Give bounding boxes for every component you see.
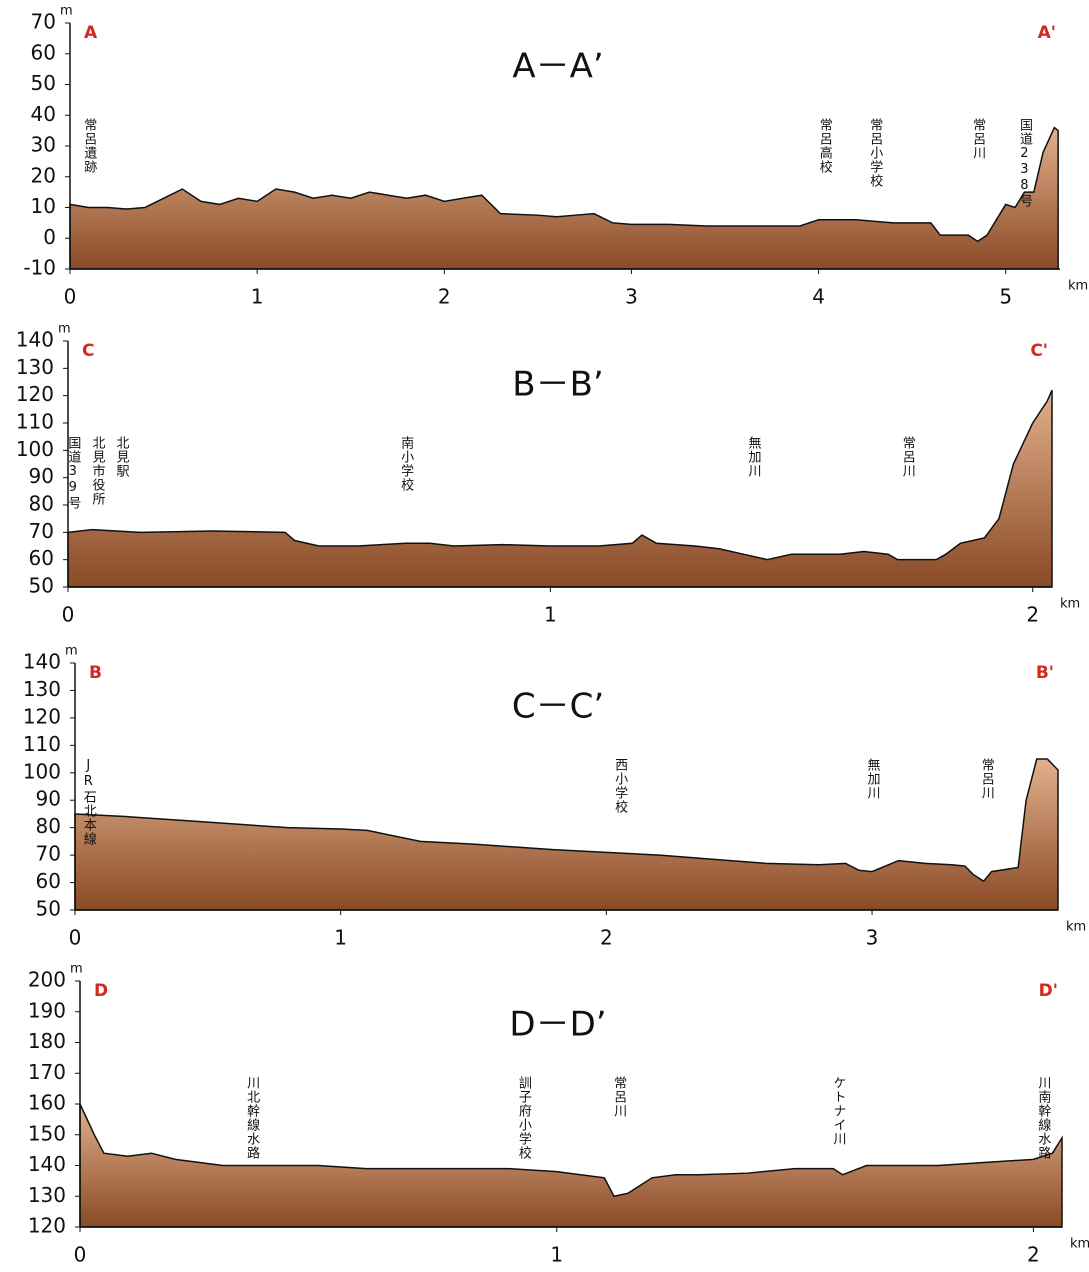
annotation: 常呂川 — [979, 758, 995, 800]
annotation: JR石北本線 — [81, 758, 97, 846]
y-tick-label: 30 — [31, 133, 56, 157]
y-tick-label: 70 — [31, 10, 56, 34]
y-tick-label: 60 — [29, 546, 54, 570]
y-tick-label: 180 — [28, 1029, 66, 1053]
annotation: 訓子府小学校 — [516, 1075, 532, 1160]
x-tick-label: 0 — [69, 926, 82, 950]
y-tick-label: 130 — [23, 677, 61, 701]
annotation: 常呂川 — [970, 118, 986, 160]
terrain-area — [80, 1104, 1062, 1227]
x-tick-label: 1 — [550, 1243, 563, 1267]
y-tick-label: 160 — [28, 1091, 66, 1115]
y-tick-label: 50 — [31, 71, 56, 95]
y-tick-label: 20 — [31, 163, 56, 187]
x-tick-label: 0 — [62, 603, 75, 627]
y-tick-label: 90 — [36, 787, 61, 811]
x-tick-label: 3 — [866, 926, 879, 950]
x-tick-label: 2 — [1027, 1243, 1040, 1267]
y-unit: m — [60, 4, 73, 19]
y-tick-label: 80 — [29, 492, 54, 516]
corner-label: D — [94, 981, 108, 1001]
annotation: 常呂高校 — [817, 118, 833, 174]
terrain-area — [68, 390, 1052, 587]
x-tick-label: 1 — [251, 285, 264, 309]
y-tick-label: 120 — [23, 704, 61, 728]
annotation: ケトナイ川 — [830, 1076, 846, 1146]
y-unit: m — [65, 644, 78, 659]
y-tick-label: 70 — [29, 519, 54, 543]
annotation: 無加川 — [865, 758, 881, 800]
y-tick-label: 50 — [36, 897, 61, 921]
corner-label: A — [84, 23, 98, 43]
y-unit: m — [58, 322, 71, 337]
y-tick-label: 150 — [28, 1121, 66, 1145]
x-unit: km — [1070, 1237, 1089, 1252]
annotation: 常呂川 — [611, 1076, 627, 1118]
y-tick-label: 90 — [29, 464, 54, 488]
x-tick-label: 0 — [64, 285, 77, 309]
corner-label: B' — [1036, 663, 1054, 683]
y-unit: m — [70, 962, 83, 977]
y-tick-label: 120 — [16, 382, 54, 406]
y-tick-label: 50 — [29, 574, 54, 598]
y-tick-label: -10 — [23, 256, 56, 280]
y-tick-label: 170 — [28, 1060, 66, 1084]
chart-title: C－C’ — [512, 687, 604, 727]
corner-label: C' — [1030, 341, 1048, 361]
y-tick-label: 70 — [36, 842, 61, 866]
annotation: 北見駅 — [114, 436, 130, 478]
x-tick-label: 4 — [812, 285, 825, 309]
annotation: 南小学校 — [398, 435, 414, 492]
y-tick-label: 130 — [16, 355, 54, 379]
chart-title: D－D’ — [509, 1005, 606, 1045]
chart: -10010203040506070012345mkmA－A’AA'常呂遺跡常呂… — [0, 0, 1089, 1272]
x-tick-label: 2 — [438, 285, 451, 309]
x-unit: km — [1060, 597, 1080, 612]
y-tick-label: 80 — [36, 814, 61, 838]
y-tick-label: 0 — [43, 225, 56, 249]
corner-label: B — [89, 663, 102, 683]
y-tick-label: 100 — [23, 759, 61, 783]
chart-title: B－B’ — [512, 365, 603, 405]
corner-label: C — [82, 341, 94, 361]
corner-label: A' — [1038, 23, 1056, 43]
x-tick-label: 3 — [625, 285, 638, 309]
y-tick-label: 10 — [31, 194, 56, 218]
x-tick-label: 2 — [1026, 603, 1039, 627]
x-tick-label: 5 — [999, 285, 1012, 309]
y-tick-label: 60 — [36, 869, 61, 893]
terrain-area — [75, 759, 1058, 910]
annotation: 北見市役所 — [89, 436, 105, 506]
x-tick-label: 2 — [600, 926, 613, 950]
annotation: 国道39号 — [65, 436, 81, 510]
annotation: 西小学校 — [612, 758, 628, 814]
x-unit: km — [1066, 920, 1086, 935]
y-tick-label: 110 — [23, 732, 61, 756]
y-tick-label: 200 — [28, 968, 66, 992]
y-tick-label: 140 — [23, 650, 61, 674]
x-unit: km — [1068, 279, 1088, 294]
y-tick-label: 130 — [28, 1183, 66, 1207]
annotation: 無加川 — [745, 436, 761, 478]
y-tick-label: 60 — [31, 40, 56, 64]
y-tick-label: 40 — [31, 102, 56, 126]
y-tick-label: 140 — [28, 1152, 66, 1176]
annotation: 常呂小学校 — [867, 118, 883, 188]
annotation: 常呂遺跡 — [81, 118, 97, 174]
y-tick-label: 110 — [16, 410, 54, 434]
terrain-area — [70, 128, 1058, 269]
annotation: 国道238号 — [1017, 118, 1033, 208]
annotation: 常呂川 — [900, 436, 916, 478]
corner-label: D' — [1039, 981, 1058, 1001]
x-tick-label: 1 — [334, 926, 347, 950]
annotation: 川北幹線水路 — [244, 1076, 259, 1160]
chart-title: A－A’ — [512, 47, 603, 87]
x-tick-label: 0 — [74, 1243, 87, 1267]
y-tick-label: 140 — [16, 328, 54, 352]
x-tick-label: 1 — [544, 603, 557, 627]
y-tick-label: 120 — [28, 1214, 66, 1238]
annotation: 川南幹線水路 — [1035, 1076, 1051, 1160]
y-tick-label: 100 — [16, 437, 54, 461]
y-tick-label: 190 — [28, 998, 66, 1022]
